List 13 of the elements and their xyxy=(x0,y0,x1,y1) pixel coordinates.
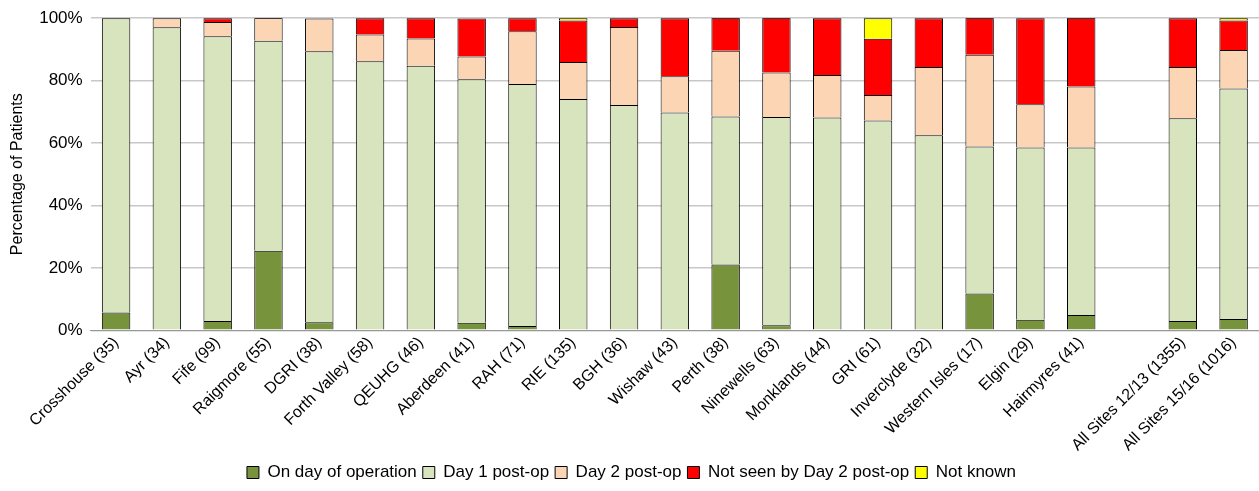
y-tick-label: 60% xyxy=(48,132,83,152)
y-tick-label: 80% xyxy=(48,70,83,90)
y-tick-label: 20% xyxy=(48,257,83,277)
x-tick-label: Ayr (34) xyxy=(120,333,173,386)
y-axis-title: Percentage of Patients xyxy=(8,93,26,256)
y-tick-label: 100% xyxy=(39,7,83,27)
legend-label: On day of operation xyxy=(267,462,417,482)
y-tick-label: 0% xyxy=(58,319,83,339)
legend-label: Day 1 post-op xyxy=(443,462,550,482)
legend-label: Not known xyxy=(935,462,1017,482)
legend-label: Not seen by Day 2 post-op xyxy=(707,462,910,482)
y-tick-label: 40% xyxy=(48,195,83,215)
legend-label: Day 2 post-op xyxy=(575,462,682,482)
